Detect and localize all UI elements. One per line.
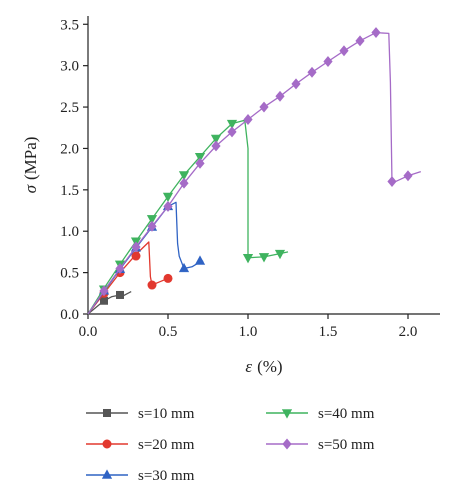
data-point [275, 90, 285, 102]
x-axis-title: ε (%) [245, 357, 282, 376]
x-tick-label: 0.5 [159, 324, 178, 340]
legend-item: s=20 mm [86, 437, 195, 453]
series-line [87, 31, 422, 315]
x-tick-label: 2.0 [399, 324, 418, 340]
series-line [87, 241, 169, 315]
data-point [146, 215, 158, 225]
legend-label: s=10 mm [138, 406, 195, 422]
data-point [371, 27, 381, 39]
legend-marker [102, 439, 112, 449]
data-point [100, 296, 109, 305]
legend-marker [281, 409, 293, 419]
legend-item: s=10 mm [86, 406, 195, 422]
data-point [259, 101, 269, 113]
legend-label: s=50 mm [318, 437, 375, 453]
data-point [99, 285, 109, 297]
y-tick-label: 0.0 [60, 307, 79, 323]
y-axis-title: σ (MPa) [21, 137, 40, 194]
series-line [87, 119, 289, 315]
data-point [163, 273, 173, 283]
x-tick-label: 0.0 [79, 324, 98, 340]
legend: s=10 mm s=20 mm s=30 mm s=40 mm s=50 mm [86, 406, 375, 484]
data-point [307, 66, 317, 78]
data-point [274, 249, 286, 260]
legend-marker [103, 408, 112, 417]
data-point [291, 78, 301, 90]
legend-label: s=40 mm [318, 406, 375, 422]
y-tick-label: 1.0 [60, 224, 79, 240]
y-tick-label: 2.0 [60, 141, 79, 157]
x-tick-label: 1.5 [319, 324, 338, 340]
data-point [403, 170, 413, 182]
y-tick-label: 3.5 [60, 17, 79, 33]
data-point [163, 200, 173, 212]
data-point [243, 114, 253, 125]
legend-item: s=50 mm [266, 437, 375, 453]
y-tick-label: 1.5 [60, 183, 79, 199]
data-point [116, 290, 125, 299]
data-point [323, 56, 333, 67]
series-5 [87, 27, 422, 315]
data-point [227, 126, 237, 138]
legend-label: s=20 mm [138, 437, 195, 453]
data-point [210, 134, 222, 145]
series-layer [87, 27, 422, 315]
x-axis-ticks: 0.0 0.5 1.0 1.5 2.0 [79, 314, 418, 340]
data-point [147, 220, 157, 232]
x-tick-label: 1.0 [239, 324, 258, 340]
data-point [147, 280, 157, 290]
plot-axes [87, 16, 440, 315]
data-point [179, 177, 189, 189]
y-axis-ticks: 0.0 0.5 1.0 1.5 2.0 2.5 3.0 3.5 [60, 17, 88, 323]
y-tick-label: 3.0 [60, 59, 79, 75]
data-point [226, 119, 238, 130]
data-point [242, 254, 254, 264]
y-axis-unit: (MPa) [21, 137, 40, 180]
legend-item: s=40 mm [266, 406, 375, 422]
legend-label: s=30 mm [138, 468, 195, 484]
data-point [195, 157, 205, 169]
data-point [115, 263, 125, 274]
x-axis-symbol: ε [245, 357, 252, 376]
data-point [131, 241, 141, 253]
x-axis-unit: (%) [257, 357, 282, 376]
data-point [355, 35, 365, 47]
y-axis-symbol: σ [21, 184, 40, 193]
legend-marker [101, 469, 113, 479]
data-point [339, 45, 349, 57]
series-1 [87, 290, 132, 315]
data-point [194, 153, 206, 163]
series-4 [87, 119, 289, 315]
legend-marker [282, 438, 292, 450]
data-point [258, 253, 270, 263]
y-tick-label: 2.5 [60, 100, 79, 116]
data-point [178, 262, 190, 273]
data-point [178, 171, 190, 181]
data-point [131, 251, 141, 261]
legend-item: s=30 mm [86, 468, 195, 484]
data-point [162, 192, 174, 203]
data-point [194, 255, 206, 265]
y-tick-label: 0.5 [60, 266, 79, 282]
data-point [387, 176, 397, 188]
data-point [211, 140, 221, 152]
